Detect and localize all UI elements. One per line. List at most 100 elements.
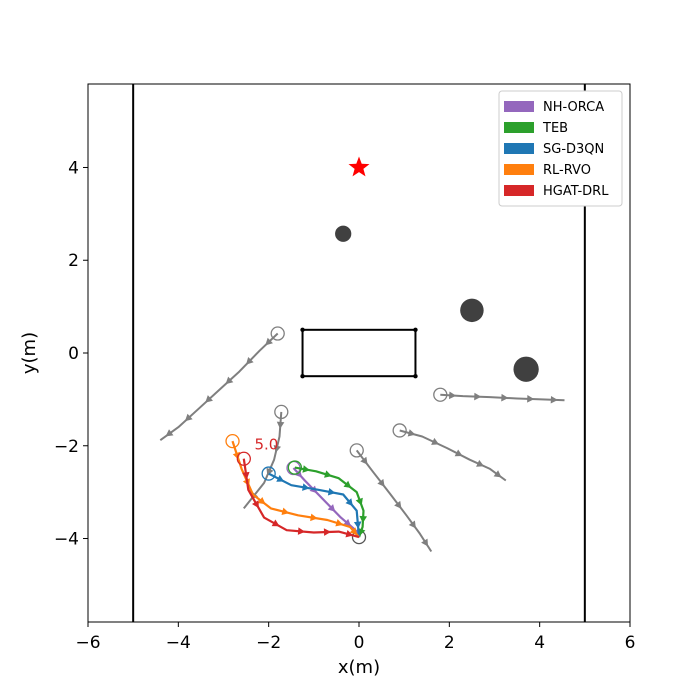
series-4-line bbox=[242, 458, 360, 539]
series-4-arrow-4 bbox=[323, 528, 331, 536]
y-tick-label-1: −2 bbox=[54, 437, 79, 457]
series-3-arrow-2 bbox=[257, 496, 266, 505]
pedestrian-3-arrow-1 bbox=[431, 437, 440, 445]
series-1-arrow-0 bbox=[302, 465, 310, 473]
series-1-arrow-1 bbox=[324, 470, 332, 478]
legend-label-0: NH-ORCA bbox=[543, 100, 604, 115]
series-4-start-marker bbox=[236, 451, 251, 466]
series-2-arrow-4 bbox=[353, 521, 362, 529]
pedestrian-2-arrow-3 bbox=[527, 395, 535, 403]
rectangle-obstacle bbox=[301, 328, 417, 378]
pedestrian-0-start-marker bbox=[270, 326, 285, 341]
legend-swatch-0 bbox=[504, 101, 534, 112]
series-2-arrow-1 bbox=[302, 483, 310, 491]
series-1-group bbox=[287, 460, 368, 538]
pedestrian-0-arrow-4 bbox=[184, 413, 193, 422]
pedestrian-4-line bbox=[355, 449, 433, 553]
pedestrian-3-group bbox=[392, 423, 507, 482]
pedestrian-2-start-marker bbox=[433, 387, 448, 402]
series-4-arrow-2 bbox=[271, 519, 280, 527]
series-1-arrow-4 bbox=[359, 515, 368, 524]
rectangle-corner-0 bbox=[300, 373, 305, 379]
y-tick-label-3: 2 bbox=[68, 251, 79, 271]
x-tick-label-3: 0 bbox=[354, 633, 365, 653]
series-4-arrow-1 bbox=[252, 500, 259, 509]
rectangle-corner-3 bbox=[413, 327, 418, 333]
series-2-arrow-2 bbox=[327, 487, 336, 496]
pedestrian-0-arrow-2 bbox=[225, 376, 234, 385]
pedestrian-2-arrow-0 bbox=[448, 391, 457, 400]
static-obstacle-0 bbox=[335, 225, 352, 242]
pedestrian-1-arrow-2 bbox=[266, 467, 274, 476]
pedestrian-1-arrow-0 bbox=[276, 421, 285, 429]
series-4-arrow-3 bbox=[297, 527, 306, 535]
pedestrian-3-arrow-3 bbox=[476, 459, 485, 467]
goal-star bbox=[348, 156, 370, 177]
series-0-arrow-2 bbox=[327, 504, 336, 512]
series-4-arrow-0 bbox=[242, 471, 250, 480]
x-tick-label-1: −4 bbox=[166, 633, 191, 653]
rectangle-corner-1 bbox=[300, 327, 305, 333]
x-tick-label-2: −2 bbox=[256, 633, 281, 653]
legend-label-2: SG-D3QN bbox=[543, 142, 604, 157]
pedestrian-0-group bbox=[159, 326, 285, 442]
axes: −6 −4 −2 0 2 4 6 −4 −2 0 2 4 x(m) y(m) bbox=[19, 83, 636, 678]
pedestrian-0-arrow-1 bbox=[246, 357, 254, 365]
series-4-group bbox=[236, 451, 360, 539]
series-3-arrow-0 bbox=[232, 451, 241, 460]
legend-label-4: HGAT-DRL bbox=[543, 184, 609, 199]
pedestrian-1-arrow-1 bbox=[273, 444, 282, 453]
series-4-arrow-5 bbox=[345, 530, 354, 538]
pedestrian-4-arrow-2 bbox=[394, 500, 402, 509]
series-1-start-marker bbox=[287, 460, 303, 475]
series-1-line bbox=[294, 466, 365, 538]
pedestrian-2-arrow-4 bbox=[550, 395, 558, 404]
pedestrian-0-line bbox=[159, 332, 279, 442]
y-tick-label-2: 0 bbox=[68, 344, 79, 364]
series-3-arrow-5 bbox=[335, 519, 344, 527]
pedestrian-3-arrow-0 bbox=[407, 429, 416, 437]
series-3-arrow-3 bbox=[281, 507, 290, 516]
pedestrian-0-arrow-0 bbox=[265, 337, 273, 346]
series-2-group bbox=[261, 466, 362, 538]
legend-swatch-4 bbox=[504, 185, 534, 196]
x-axis-label: x(m) bbox=[338, 657, 380, 678]
legend-swatch-2 bbox=[504, 143, 534, 154]
legend-box bbox=[498, 90, 623, 207]
x-tick-label-4: 2 bbox=[444, 633, 455, 653]
pedestrian-4-arrow-0 bbox=[360, 456, 368, 465]
legend-swatch-1 bbox=[504, 122, 534, 133]
x-tick-label-6: 6 bbox=[625, 633, 636, 653]
pedestrian-1-start-marker bbox=[274, 404, 289, 420]
series-3-arrow-6 bbox=[349, 527, 358, 536]
pedestrian-4-arrow-3 bbox=[408, 520, 416, 529]
y-tick-label-0: −4 bbox=[54, 530, 79, 550]
series-2-arrow-0 bbox=[276, 474, 285, 482]
static-obstacle-1 bbox=[460, 298, 484, 323]
series-2-start-marker bbox=[261, 466, 276, 481]
x-tick-label-5: 4 bbox=[534, 633, 545, 653]
pedestrian-4-arrow-4 bbox=[421, 538, 429, 547]
x-tick-label-0: −6 bbox=[75, 633, 100, 653]
pedestrian-4-arrow-1 bbox=[377, 478, 385, 487]
pedestrian-4-group bbox=[349, 443, 433, 553]
annotation-0: 5.0 bbox=[254, 435, 278, 453]
y-axis-label: y(m) bbox=[19, 332, 40, 374]
series-3-start-marker bbox=[225, 433, 240, 449]
series-1-arrow-2 bbox=[343, 480, 352, 489]
pedestrian-2-group bbox=[433, 387, 565, 404]
static-obstacle-2 bbox=[513, 356, 539, 382]
legend-swatch-3 bbox=[504, 164, 534, 175]
legend-label-1: TEB bbox=[542, 121, 568, 136]
series-2-arrow-3 bbox=[345, 498, 353, 507]
pedestrian-2-arrow-1 bbox=[474, 392, 482, 401]
legend: NH-ORCA TEB SG-D3QN RL-RVO HGAT-DRL bbox=[498, 90, 623, 207]
pedestrian-3-line bbox=[399, 429, 507, 482]
pedestrian-4-start-marker bbox=[349, 443, 364, 458]
legend-label-3: RL-RVO bbox=[543, 163, 591, 178]
pedestrian-0-arrow-5 bbox=[165, 429, 174, 437]
series-1-arrow-5 bbox=[358, 527, 366, 536]
pedestrian-2-arrow-2 bbox=[501, 393, 509, 402]
pedestrian-3-start-marker bbox=[392, 423, 407, 438]
